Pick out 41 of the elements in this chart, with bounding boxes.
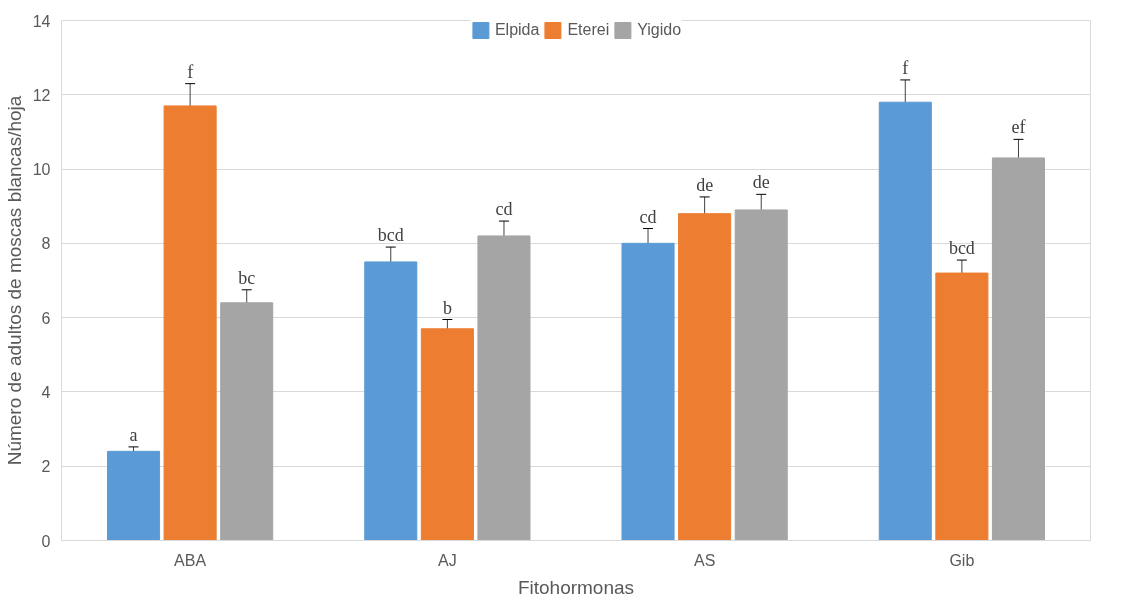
data-label: a xyxy=(129,424,138,445)
bar xyxy=(991,157,1045,541)
legend-label: Elpida xyxy=(494,21,540,39)
y-tick-label: 0 xyxy=(41,532,51,550)
y-tick-label: 10 xyxy=(32,161,51,179)
x-tick-label: AS xyxy=(693,551,716,569)
y-axis-title: Número de adultos de moscas blancas/hoja xyxy=(3,95,25,466)
bar xyxy=(678,213,732,541)
y-tick-label: 6 xyxy=(41,309,51,327)
y-tick-label: 4 xyxy=(41,383,51,401)
data-label: cd xyxy=(495,199,513,220)
bar xyxy=(107,450,161,541)
x-tick-label: ABA xyxy=(174,551,207,569)
data-label: ef xyxy=(1011,117,1026,138)
bar xyxy=(878,101,932,541)
data-label: f xyxy=(902,57,909,78)
bar xyxy=(420,328,474,541)
legend-label: Yigido xyxy=(637,21,682,39)
bar xyxy=(364,261,418,541)
bar xyxy=(935,272,989,541)
data-label: f xyxy=(187,61,194,82)
y-tick-label: 8 xyxy=(41,235,51,253)
data-label: bcd xyxy=(377,225,404,246)
data-label: cd xyxy=(639,206,657,227)
legend-label: Eterei xyxy=(567,21,610,39)
x-tick-label: AJ xyxy=(438,551,457,569)
bar xyxy=(477,235,531,541)
bar xyxy=(163,105,217,541)
y-tick-label: 2 xyxy=(41,458,51,476)
x-axis-title: Fitohormonas xyxy=(517,576,635,598)
y-tick-label: 12 xyxy=(32,86,51,104)
bar xyxy=(621,242,675,541)
x-tick-label: Gib xyxy=(949,551,975,569)
data-label: bc xyxy=(238,267,256,288)
bar xyxy=(734,209,788,541)
y-tick-label: 14 xyxy=(32,12,51,30)
data-label: de xyxy=(752,172,770,193)
bar xyxy=(220,302,274,541)
data-label: b xyxy=(442,297,452,318)
data-label: de xyxy=(696,174,714,195)
data-label: bcd xyxy=(948,238,975,259)
